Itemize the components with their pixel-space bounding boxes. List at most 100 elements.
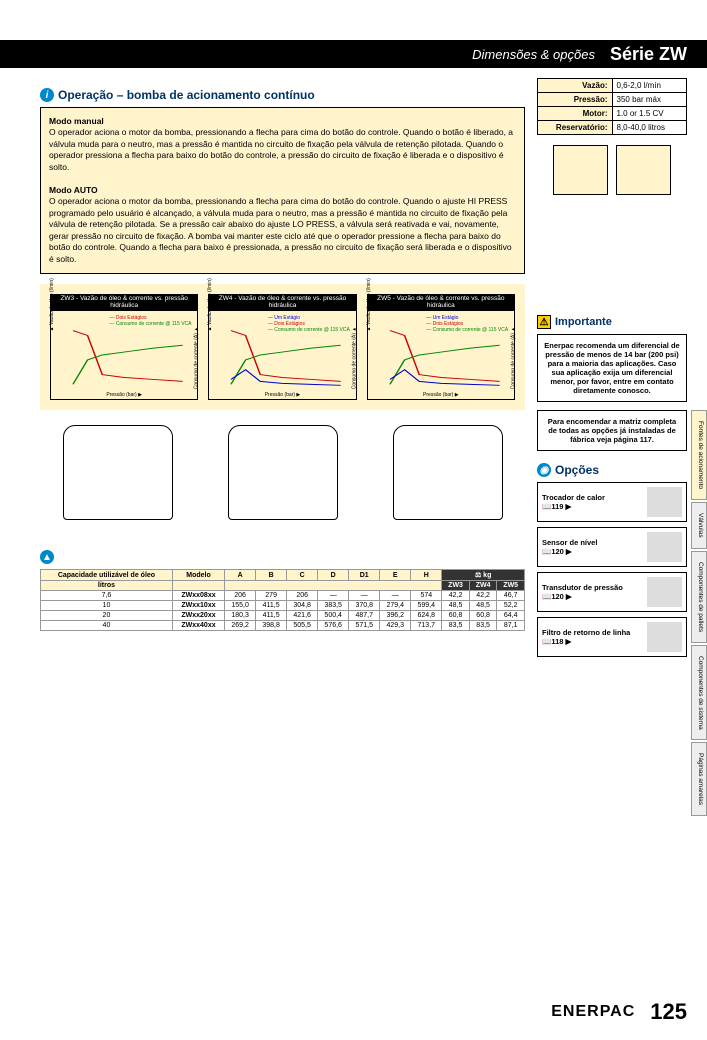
chart: ZW3 - Vazão de óleo & corrente vs. press…: [50, 294, 198, 400]
importante-title: ⚠ Importante: [537, 315, 687, 329]
opcoes-title: ◉ Opções: [537, 463, 687, 477]
hydraulic-schematic-icon: [553, 145, 608, 195]
opcao-item[interactable]: Filtro de retorno de linha📖118 ▶: [537, 617, 687, 657]
td: 64,4: [497, 611, 525, 621]
opcao-page: 📖120 ▶: [542, 592, 572, 601]
page-header: Dimensões & opções Série ZW: [0, 40, 707, 68]
spec-value: 350 bar máx: [612, 93, 687, 107]
td: 206: [287, 591, 318, 601]
td: 155,0: [225, 601, 256, 611]
pump-illustration: [63, 425, 173, 520]
opcao-item[interactable]: Sensor de nível📖120 ▶: [537, 527, 687, 567]
specs-table: Vazão:0,6-2,0 l/mínPressão:350 bar máxMo…: [537, 78, 687, 135]
td: 713,7: [411, 621, 442, 631]
td: 505,5: [287, 621, 318, 631]
chart-title: ZW5 - Vazão de óleo & corrente vs. press…: [367, 294, 515, 310]
th: ZW3: [442, 581, 470, 591]
side-tab[interactable]: Componentes de sistema: [691, 645, 707, 741]
opcao-name: Filtro de retorno de linha: [542, 628, 630, 637]
opcao-page: 📖118 ▶: [542, 637, 571, 646]
th: D1: [349, 570, 380, 581]
td: 60,8: [469, 611, 497, 621]
td: 487,7: [349, 611, 380, 621]
opcao-item[interactable]: Trocador de calor📖119 ▶: [537, 482, 687, 522]
th: H: [411, 570, 442, 581]
td: 304,8: [287, 601, 318, 611]
header-subtitle: Dimensões & opções: [472, 47, 595, 62]
td: 624,8: [411, 611, 442, 621]
td: 87,1: [497, 621, 525, 631]
th: Modelo: [172, 570, 224, 581]
td: —: [380, 591, 411, 601]
td: ZWxx08xx: [172, 591, 224, 601]
pump-illustrations: [40, 425, 525, 520]
td: 10: [41, 601, 173, 611]
spec-value: 8,0-40,0 litros: [612, 121, 687, 135]
th: litros: [41, 581, 173, 591]
td: 599,4: [411, 601, 442, 611]
td: 574: [411, 591, 442, 601]
pump-illustration: [393, 425, 503, 520]
td: 279,4: [380, 601, 411, 611]
opcao-name: Transdutor de pressão: [542, 583, 623, 592]
td: 398,8: [256, 621, 287, 631]
td: 42,2: [469, 591, 497, 601]
opcao-page: 📖119 ▶: [542, 502, 571, 511]
opcao-name: Trocador de calor: [542, 493, 605, 502]
td: 421,6: [287, 611, 318, 621]
header-title: Série ZW: [610, 44, 687, 65]
td: 83,5: [442, 621, 470, 631]
side-tab[interactable]: Válvulas: [691, 502, 707, 549]
td: 20: [41, 611, 173, 621]
td: 370,8: [349, 601, 380, 611]
td: 40: [41, 621, 173, 631]
td: 500,4: [318, 611, 349, 621]
td: 180,3: [225, 611, 256, 621]
footer-brand: ENERPAC: [551, 1003, 635, 1021]
td: 7,6: [41, 591, 173, 601]
th: ZW5: [497, 581, 525, 591]
side-tab[interactable]: Componentes de pallets: [691, 551, 707, 643]
footer-page-number: 125: [650, 999, 687, 1025]
chart-body: — Dois Estágios— Consumo de corrente @ 1…: [50, 310, 198, 400]
td: —: [349, 591, 380, 601]
chart-title: ZW3 - Vazão de óleo & corrente vs. press…: [50, 294, 198, 310]
hydraulic-schematic-icon: [616, 145, 671, 195]
hydraulic-schematic-icons: [537, 145, 687, 195]
th: D: [318, 570, 349, 581]
auto-title: Modo AUTO: [49, 185, 98, 195]
chart-title: ZW4 - Vazão de óleo & corrente vs. press…: [208, 294, 356, 310]
dimensions-table: Capacidade utilizável de óleoModeloABCDD…: [40, 569, 525, 631]
td: 52,2: [497, 601, 525, 611]
opcao-thumbnail: [647, 532, 682, 562]
opcao-thumbnail: [647, 577, 682, 607]
matriz-box: Para encomendar a matriz completa de tod…: [537, 410, 687, 451]
th: C: [287, 570, 318, 581]
th: B: [256, 570, 287, 581]
info-icon: i: [40, 88, 54, 102]
th: ZW4: [469, 581, 497, 591]
td: ZWxx40xx: [172, 621, 224, 631]
manual-title: Modo manual: [49, 116, 104, 126]
side-tab[interactable]: Fontes de acionamento: [691, 410, 707, 500]
side-tab[interactable]: Páginas amarelas: [691, 742, 707, 816]
td: 206: [225, 591, 256, 601]
td: 576,6: [318, 621, 349, 631]
td: 269,2: [225, 621, 256, 631]
td: ZWxx10xx: [172, 601, 224, 611]
auto-text: O operador aciona o motor da bomba, pres…: [49, 196, 512, 263]
opcao-item[interactable]: Transdutor de pressão📖120 ▶: [537, 572, 687, 612]
dimensions-table-section: ▲ Capacidade utilizável de óleoModeloABC…: [40, 550, 525, 631]
th: ⚖ kg: [442, 570, 525, 581]
chart-body: — Um Estágio— Dois Estágios— Consumo de …: [367, 310, 515, 400]
th: Capacidade utilizável de óleo: [41, 570, 173, 581]
spec-value: 0,6-2,0 l/mín: [612, 79, 687, 93]
th: A: [225, 570, 256, 581]
table-icon: ▲: [40, 550, 54, 564]
td: 383,5: [318, 601, 349, 611]
side-tabs: Fontes de acionamento Válvulas Componentes…: [691, 410, 707, 818]
td: 46,7: [497, 591, 525, 601]
td: ZWxx20xx: [172, 611, 224, 621]
spec-label: Vazão:: [538, 79, 613, 93]
td: 48,5: [442, 601, 470, 611]
